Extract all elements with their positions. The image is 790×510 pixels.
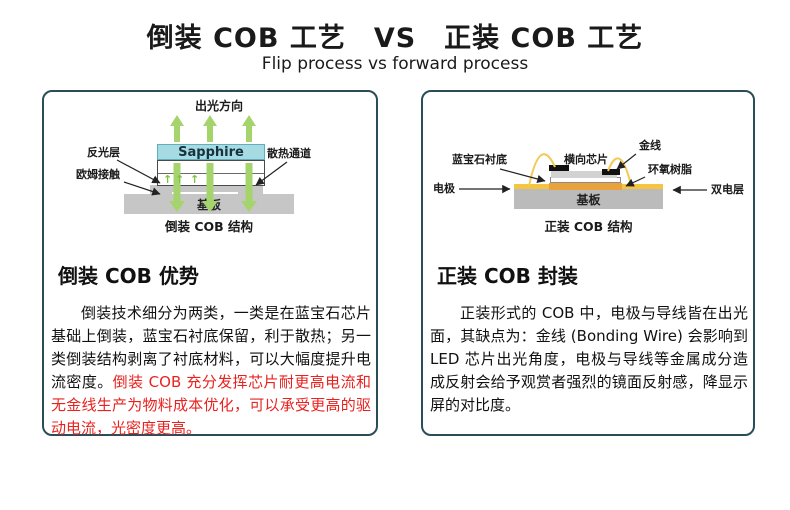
electrode-left-shape (514, 184, 549, 189)
reflective-layer-label: 反光层 (87, 146, 120, 159)
flip-body: 倒装技术细分为两类，一类是在蓝宝石芯片基础上倒装，蓝宝石衬底保留，利于散热；另一… (51, 302, 371, 440)
forward-cob-panel: 基板 (421, 90, 755, 436)
forward-heading: 正装 COB 封装 (437, 264, 578, 288)
lateral-chip-shape (551, 171, 617, 178)
epoxy-resin-shape (549, 183, 622, 190)
heat-channel-label: 散热通道 (267, 147, 311, 160)
page-subtitle: Flip process vs forward process (261, 54, 529, 74)
light-direction-label: 出光方向 (195, 99, 244, 113)
sapphire-substrate-label: 蓝宝石衬底 (452, 153, 507, 166)
flip-diagram-caption: 倒装 COB 结构 (164, 219, 254, 234)
electrode-label: 电极 (433, 182, 455, 195)
electrode-right-shape (622, 184, 663, 189)
gold-wire-label: 金线 (639, 139, 661, 152)
sapphire-layer: Sapphire (157, 144, 265, 160)
bond-pad-left (549, 165, 569, 171)
leader-lines (459, 153, 707, 195)
ohmic-contact-label: 欧姆接触 (76, 168, 120, 181)
light-output-arrows (170, 115, 256, 142)
electrode-strip-shape (150, 185, 250, 192)
flip-arrows-graphic (116, 115, 288, 212)
heat-flow-arrows (169, 163, 257, 212)
flip-cob-diagram: 出光方向 基板 (44, 92, 376, 242)
double-layer-label: 双电层 (711, 183, 744, 196)
substrate-label: 基板 (576, 193, 601, 207)
forward-wires-graphic (459, 153, 707, 195)
page-title: 倒装 COB 工艺 VS 正装 COB 工艺 (146, 23, 644, 54)
flip-body-black: 倒装技术细分为两类，一类是在蓝宝石芯片基础上倒装，蓝宝石衬底保留，利于散热；另一… (51, 304, 371, 391)
leader-lines (116, 159, 288, 196)
substrate-shape: 基板 (514, 189, 663, 209)
flip-body-red: 倒装 COB 充分发挥芯片耐更高电流和无金线生产为物料成本优化，可以承受更高的驱… (51, 373, 371, 437)
bond-pad-right (602, 169, 620, 175)
mini-up-arrow: ↑ (190, 173, 200, 186)
flip-cob-panel: 出光方向 基板 (42, 90, 378, 437)
forward-diagram-caption: 正装 COB 结构 (544, 219, 633, 234)
epoxy-resin-label: 环氧树脂 (648, 163, 692, 176)
lateral-chip-label: 横向芯片 (564, 153, 608, 166)
mini-up-arrow: ↑ (175, 173, 185, 186)
forward-body: 正装形式的 COB 中，电极与导线皆在出光面，其缺点为：金线 (Bonding … (430, 304, 748, 414)
flip-heading: 倒装 COB 优势 (58, 264, 199, 288)
mini-up-arrow: ↑ (163, 173, 173, 186)
forward-cob-diagram: 基板 (423, 92, 753, 242)
